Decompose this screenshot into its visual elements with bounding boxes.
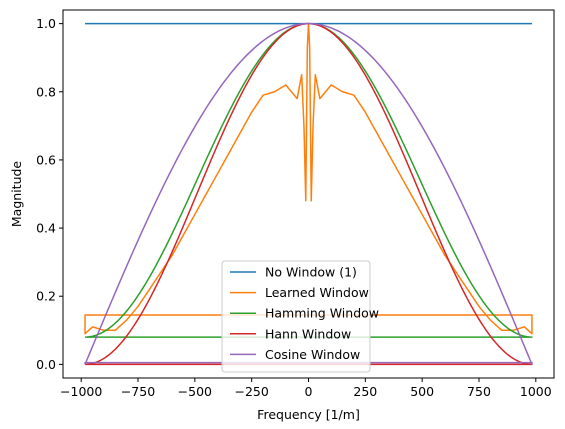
x-tick-label: 500: [410, 384, 434, 399]
legend-label: No Window (1): [265, 265, 357, 280]
x-tick-label: 250: [353, 384, 377, 399]
legend-label: Cosine Window: [265, 347, 360, 362]
y-tick-label: 0.6: [36, 152, 56, 167]
x-tick-label: −1000: [60, 384, 102, 399]
x-axis-label: Frequency [1/m]: [257, 407, 360, 422]
x-tick-label: 0: [305, 384, 313, 399]
series-line: [84, 22, 533, 366]
y-tick-label: 1.0: [36, 16, 56, 31]
series-line: [84, 22, 533, 335]
legend-label: Hamming Window: [265, 306, 379, 321]
y-tick-label: 0.0: [36, 357, 56, 372]
y-tick-label: 0.4: [36, 221, 56, 236]
x-axis: −1000 −750 −500 −250 0 250 500 750 1000: [60, 378, 552, 399]
y-tick-label: 0.8: [36, 84, 56, 99]
legend: No Window (1) Learned Window Hamming Windo…: [221, 260, 379, 373]
x-tick-label: −250: [234, 384, 268, 399]
x-tick-label: 750: [467, 384, 491, 399]
y-tick-label: 0.2: [36, 289, 56, 304]
x-tick-label: −750: [121, 384, 155, 399]
legend-label: Learned Window: [265, 285, 369, 300]
legend-label: Hann Window: [265, 326, 351, 341]
x-tick-label: −500: [178, 384, 212, 399]
y-axis: 0.0 0.2 0.4 0.6 0.8 1.0: [36, 16, 63, 372]
x-tick-label: 1000: [520, 384, 552, 399]
legend-box: [221, 260, 371, 373]
y-axis-label: Magnitude: [9, 161, 24, 228]
series-layer: [84, 22, 533, 366]
